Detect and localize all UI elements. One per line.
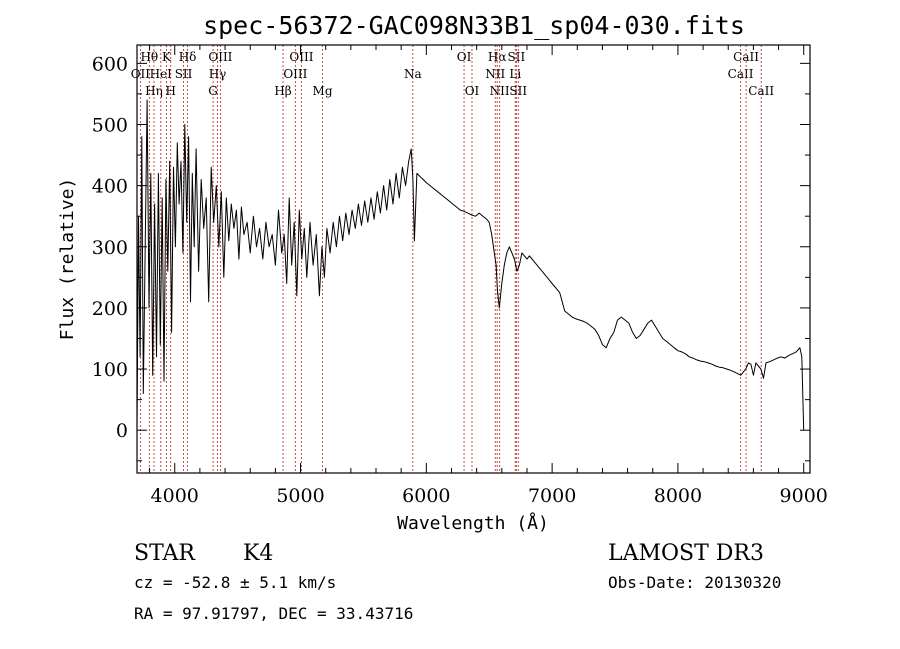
spectral-line-label: Li [509, 67, 521, 81]
spectral-line-label: SII [509, 84, 527, 98]
spectral-line-label: OI [457, 50, 472, 64]
obs-date: Obs-Date: 20130320 [608, 573, 781, 592]
object-type: STAR [134, 541, 196, 566]
spectral-line-label: Hθ [140, 50, 158, 64]
spectral-line-label: OII [131, 67, 151, 81]
spectral-line-label: CaII [728, 67, 754, 81]
y-axis-label: Flux (relative) [57, 178, 78, 341]
redshift-cz: cz = -52.8 ± 5.1 km/s [134, 573, 336, 592]
flux-line [136, 99, 805, 431]
x-tick-label: 8000 [654, 485, 702, 507]
spectral-line-label: Hα [488, 50, 507, 64]
spectral-line-label: Hβ [274, 84, 291, 98]
spectral-line-label: NII [485, 67, 505, 81]
spectral-line-label: NII [490, 84, 510, 98]
spectral-line-label: H [165, 84, 175, 98]
x-tick-label: 4000 [151, 485, 199, 507]
spectral-line-label: OI [465, 84, 480, 98]
survey-name: LAMOST DR3 [608, 541, 764, 566]
x-tick-label: 9000 [780, 485, 828, 507]
spectral-line-label: HeI [150, 67, 173, 81]
plot-frame [136, 44, 811, 474]
spectral-line-label: Mg [313, 84, 333, 98]
spectral-line-label: Hδ [179, 50, 197, 64]
y-tick-label: 100 [92, 359, 128, 381]
spectral-line-label: SII [508, 50, 526, 64]
y-tick-label: 0 [116, 420, 128, 442]
spectral-line-label: CaII [748, 84, 774, 98]
y-axis-ticks: 0 100 200 300 400 500 600 [92, 53, 810, 462]
spectral-lines: OIIHθHηHeIKHSIIHδGHγOIIIHβOIIIOIIIMgNaOI… [131, 45, 774, 473]
x-axis-ticks: 4000 5000 6000 7000 8000 9000 [149, 45, 828, 507]
ra-dec: RA = 97.91797, DEC = 33.43716 [134, 604, 413, 623]
flux-series [136, 99, 805, 431]
chart-title: spec-56372-GAC098N33B1_sp04-030.fits [203, 11, 745, 40]
spectral-line-label: OIII [283, 67, 307, 81]
x-tick-label: 6000 [402, 485, 450, 507]
spectral-subclass: K4 [243, 541, 273, 566]
spectral-line-label: SII [175, 67, 193, 81]
spectral-line-label: OIII [208, 50, 232, 64]
y-tick-label: 400 [92, 176, 128, 198]
y-tick-label: 300 [92, 237, 128, 259]
spectral-line-label: OIII [289, 50, 313, 64]
x-tick-label: 7000 [528, 485, 576, 507]
spectral-line-label: K [162, 50, 172, 64]
spectral-line-label: Na [404, 67, 422, 81]
spectral-line-label: CaII [733, 50, 759, 64]
y-tick-label: 600 [92, 53, 128, 75]
spectral-line-label: G [208, 84, 218, 98]
x-tick-label: 5000 [276, 485, 324, 507]
y-tick-label: 500 [92, 114, 128, 136]
spectral-line-label: Hη [145, 84, 163, 98]
x-axis-label: Wavelength (Å) [397, 512, 549, 534]
spectral-line-label: Hγ [209, 67, 227, 81]
y-tick-label: 200 [92, 298, 128, 320]
